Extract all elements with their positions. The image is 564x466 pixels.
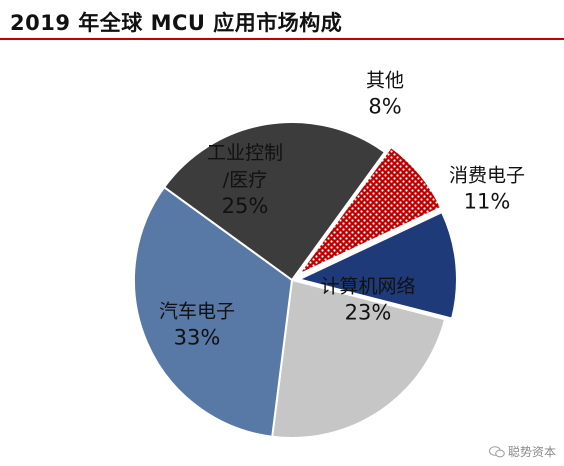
slice-percent: 33% <box>174 326 221 350</box>
pie-label-1: 消费电子 11% <box>449 165 525 214</box>
title-bar: 2019 年全球 MCU 应用市场构成 <box>0 0 564 40</box>
slice-percent: 23% <box>345 301 392 325</box>
pie-label-4: 工业控制/医疗 25% <box>207 142 283 218</box>
pie-slice-1 <box>296 210 458 320</box>
title-divider <box>0 38 564 40</box>
slice-name: 汽车电子 <box>159 301 235 323</box>
slice-percent: 25% <box>222 194 269 218</box>
slice-name: /医疗 <box>223 169 267 191</box>
pie-label-0: 其他 8% <box>366 70 404 119</box>
wechat-icon <box>488 446 505 458</box>
slice-name: 计算机网络 <box>320 276 415 298</box>
watermark: 聪势资本 <box>488 443 556 460</box>
pie-slices <box>133 121 458 439</box>
pie-slice-0 <box>297 145 443 276</box>
pie-label-2: 计算机网络 23% <box>320 276 415 325</box>
slice-percent: 8% <box>368 95 401 119</box>
slice-name: 工业控制 <box>207 142 283 164</box>
chart-title: 2019 年全球 MCU 应用市场构成 <box>10 11 343 35</box>
pie-label-3: 汽车电子 33% <box>159 301 235 350</box>
pie-slice-3 <box>133 185 294 438</box>
slice-name: 消费电子 <box>449 165 525 187</box>
pie-slice-4 <box>162 121 387 282</box>
pie-slice-2 <box>271 278 447 439</box>
slice-percent: 11% <box>464 190 511 214</box>
slice-name: 其他 <box>366 70 404 92</box>
watermark-text: 聪势资本 <box>507 445 556 459</box>
pie-labels: 其他 8% 消费电子 11% 计算机网络 23% 汽车电子 33% 工业控制/医疗 25% <box>159 70 525 350</box>
